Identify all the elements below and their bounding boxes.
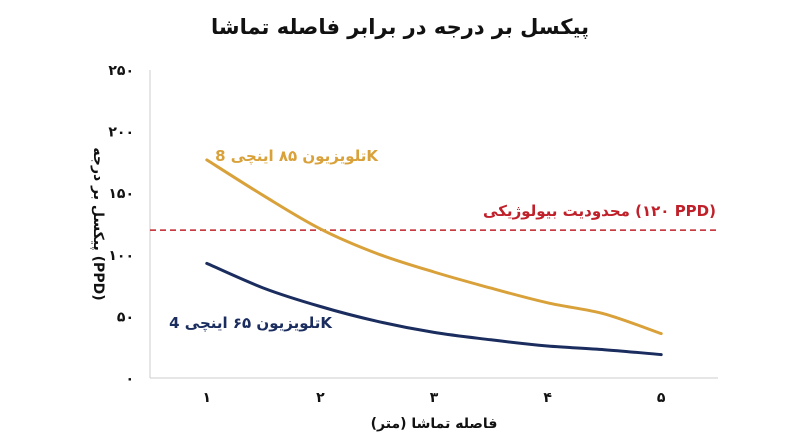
chart-title: پیکسل بر درجه در برابر فاصله تماشا [211,15,589,39]
reference-line-label: محدودیت بیولوژیکی (۱۲۰ PPD) [483,202,716,220]
x-tick-label: ۵ [657,390,666,406]
x-tick-label: ۲ [316,390,325,406]
y-tick-label: ۵۰ [117,309,134,325]
x-tick-label: ۳ [430,390,439,406]
series-4k-line [205,261,663,357]
y-tick-label: ۱۵۰ [108,186,134,202]
y-tick-label: ۱۰۰ [108,248,134,264]
y-tick-label: ۲۰۰ [108,125,134,141]
series-4k-label: تلویزیون ۶۵ اینچی 4K [169,314,333,333]
y-tick-label: ۲۵۰ [108,63,134,79]
x-tick-label: ۴ [543,390,552,406]
y-tick-labels: ۰ ۵۰ ۱۰۰ ۱۵۰ ۲۰۰ ۲۵۰ [108,63,134,387]
series-8k-label: تلویزیون ۸۵ اینچی 8K [215,147,379,166]
x-axis-label: فاصله تماشا (متر) [371,416,498,432]
y-axis-label: پیکسل بر درجه (PPD) [90,147,106,300]
y-tick-label: ۰ [125,371,134,387]
x-tick-labels: ۱ ۲ ۳ ۴ ۵ [203,390,666,406]
x-tick-label: ۱ [203,390,212,406]
series-8k-line [205,158,663,336]
